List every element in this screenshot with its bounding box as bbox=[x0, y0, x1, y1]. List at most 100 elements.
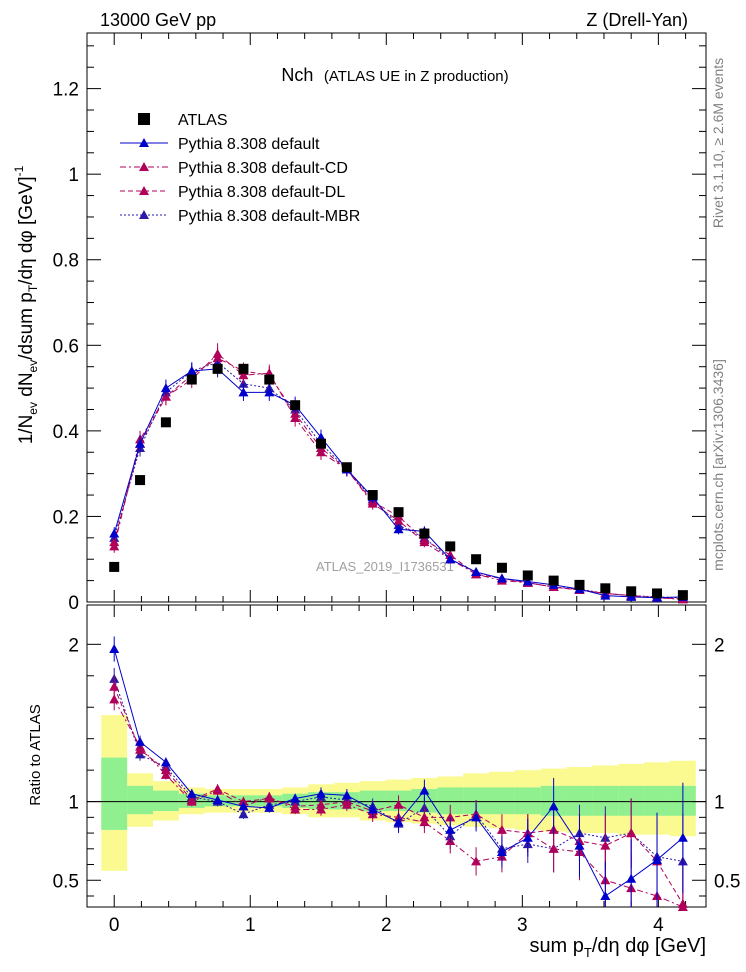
x-tick-label: 2 bbox=[381, 915, 392, 936]
ratio-y-axis-label: Ratio to ATLAS bbox=[27, 704, 44, 805]
data-point bbox=[471, 554, 482, 565]
data-point bbox=[186, 788, 197, 798]
data-point bbox=[238, 796, 249, 806]
title-sub: (ATLAS UE in Z production) bbox=[324, 68, 509, 85]
main-plot-title: Nch (ATLAS UE in Z production) bbox=[281, 65, 508, 85]
data-point bbox=[290, 413, 301, 423]
data-point bbox=[445, 541, 456, 552]
analysis-watermark: ATLAS_2019_I1736531 bbox=[316, 559, 454, 574]
data-point bbox=[419, 537, 430, 547]
main-plot-frame bbox=[86, 32, 707, 603]
data-point bbox=[677, 902, 688, 911]
main-y-axis-label: 1/Nev dNev/dsum pT/dη dφ [GeV]-1 bbox=[12, 165, 40, 444]
data-point bbox=[109, 561, 120, 572]
data-point bbox=[109, 681, 120, 691]
data-point bbox=[212, 348, 223, 358]
data-point bbox=[522, 570, 533, 581]
data-point bbox=[445, 824, 456, 834]
ratio-y-tick-label-right: 0.5 bbox=[714, 871, 740, 892]
data-point bbox=[186, 796, 197, 806]
y-tick-label: 0.2 bbox=[53, 507, 79, 528]
data-point bbox=[238, 801, 249, 811]
legend-entry-3: Pythia 8.308 default-DL bbox=[120, 184, 345, 201]
atlas-data-points bbox=[109, 363, 688, 601]
data-point bbox=[135, 475, 146, 486]
y-tick-label: 1.2 bbox=[53, 80, 79, 101]
legend-entry-1: Pythia 8.308 default bbox=[120, 136, 320, 153]
data-point bbox=[264, 791, 275, 801]
data-point bbox=[548, 843, 559, 853]
data-point bbox=[522, 832, 533, 842]
data-point bbox=[109, 541, 120, 551]
data-point bbox=[264, 374, 275, 385]
data-point bbox=[290, 804, 301, 814]
data-point bbox=[445, 554, 456, 564]
data-point bbox=[471, 567, 482, 577]
legend-marker-triangle bbox=[139, 210, 149, 219]
data-point bbox=[626, 586, 637, 597]
ratio-plot-frame bbox=[86, 604, 707, 908]
data-point bbox=[238, 363, 249, 374]
data-point bbox=[367, 490, 378, 501]
data-point bbox=[574, 579, 585, 590]
data-point bbox=[419, 785, 430, 795]
data-point bbox=[109, 694, 120, 704]
stat-uncertainty-band bbox=[644, 785, 670, 816]
x-tick-label: 1 bbox=[245, 915, 256, 936]
data-point bbox=[471, 812, 482, 822]
data-point bbox=[393, 507, 404, 518]
stat-uncertainty-band bbox=[101, 757, 128, 830]
data-point bbox=[135, 736, 146, 746]
data-point bbox=[315, 438, 326, 449]
data-point bbox=[186, 365, 197, 375]
data-point bbox=[393, 515, 404, 525]
data-point bbox=[238, 370, 249, 380]
y-tick-label: 0.8 bbox=[53, 251, 79, 272]
data-point bbox=[471, 856, 482, 866]
legend-entry-2: Pythia 8.308 default-CD bbox=[120, 160, 348, 177]
data-point bbox=[160, 757, 171, 767]
ratio-series-1 bbox=[109, 636, 688, 907]
data-point bbox=[393, 524, 404, 534]
data-point bbox=[600, 583, 611, 594]
rivet-label: Rivet 3.1.10, ≥ 2.6M events bbox=[710, 58, 726, 228]
legend-label: Pythia 8.308 default bbox=[178, 136, 320, 153]
data-point bbox=[548, 575, 559, 586]
y-tick-label: 1 bbox=[68, 165, 79, 186]
data-point bbox=[419, 528, 430, 539]
data-point bbox=[522, 576, 533, 586]
ratio-y-tick-label-right: 2 bbox=[714, 635, 725, 656]
legend-marker-triangle bbox=[139, 186, 149, 195]
data-point bbox=[600, 890, 611, 900]
data-point bbox=[496, 846, 507, 856]
legend-marker-triangle bbox=[139, 162, 149, 171]
data-point bbox=[496, 824, 507, 834]
data-point bbox=[600, 590, 611, 600]
data-point bbox=[212, 795, 223, 805]
data-point bbox=[652, 588, 663, 599]
stat-uncertainty-band bbox=[514, 787, 541, 815]
data-point bbox=[677, 590, 688, 601]
data-point bbox=[315, 804, 326, 814]
data-point bbox=[496, 573, 507, 583]
data-point bbox=[160, 769, 171, 779]
y-tick-label-zero: 0 bbox=[68, 593, 79, 614]
energy-label: 13000 GeV pp bbox=[100, 10, 216, 30]
ratio-y-tick-label-right: 1 bbox=[714, 793, 725, 814]
data-point bbox=[290, 793, 301, 803]
data-point bbox=[677, 832, 688, 842]
legend-label: Pythia 8.308 default-DL bbox=[178, 184, 345, 201]
data-point bbox=[186, 374, 197, 385]
data-point bbox=[212, 363, 223, 374]
legend-label: ATLAS bbox=[178, 112, 228, 129]
data-point bbox=[445, 812, 456, 822]
process-label: Z (Drell-Yan) bbox=[586, 10, 688, 30]
mcplots-label: mcplots.cern.ch [arXiv:1306.3436] bbox=[710, 359, 726, 571]
ratio-uncertainty-bands bbox=[101, 715, 696, 871]
legend-label: Pythia 8.308 default-CD bbox=[178, 160, 348, 177]
series-line bbox=[113, 678, 683, 862]
data-point bbox=[341, 799, 352, 809]
x-tick-label: 0 bbox=[109, 915, 120, 936]
x-axis-label: sum pT/dη dφ [GeV] bbox=[529, 935, 706, 960]
